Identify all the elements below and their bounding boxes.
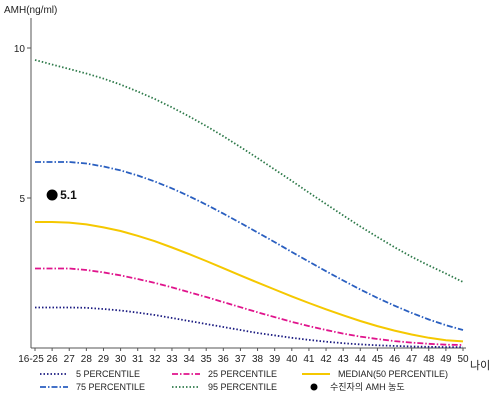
x-tick-label: 32 [149, 354, 161, 365]
legend-label: 95 PERCENTILE [208, 382, 277, 392]
legend-label: 5 PERCENTILE [76, 369, 140, 379]
x-tick-label: 43 [338, 354, 350, 365]
legend-label: MEDIAN(50 PERCENTILE) [338, 369, 448, 379]
series-line [35, 267, 464, 346]
x-tick-label: 33 [166, 354, 178, 365]
x-tick-label: 31 [132, 354, 144, 365]
x-tick-label: 47 [406, 354, 418, 365]
x-tick-label: 45 [372, 354, 384, 365]
y-tick-label: 10 [14, 44, 26, 55]
series-line [35, 161, 464, 331]
series-line [34, 59, 464, 283]
x-tick-label: 16-25 [18, 354, 44, 365]
points-layer: 5.1 [46, 188, 77, 202]
x-tick-label: 49 [440, 354, 452, 365]
x-tick-label: 50 [457, 354, 469, 365]
x-tick-label: 39 [269, 354, 281, 365]
x-tick-label: 46 [389, 354, 401, 365]
x-tick-label: 44 [355, 354, 367, 365]
x-tick-label: 34 [184, 354, 196, 365]
legend-point-label: 수진자의 AMH 농도 [330, 382, 405, 392]
x-tick-label: 42 [320, 354, 332, 365]
legend-point-marker [310, 383, 318, 391]
x-tick-label: 30 [115, 354, 127, 365]
x-tick-label: 36 [218, 354, 230, 365]
data-point-marker [46, 189, 58, 201]
y-axis-title: AMH(ng/ml) [4, 5, 57, 16]
data-point-label: 5.1 [60, 188, 77, 202]
x-tick-label: 41 [303, 354, 315, 365]
legend-label: 25 PERCENTILE [208, 369, 277, 379]
y-tick-label: 5 [19, 194, 25, 205]
x-tick-label: 48 [423, 354, 435, 365]
x-axis-title: 나이 [470, 359, 490, 372]
x-tick-label: 40 [286, 354, 298, 365]
legend: 5 PERCENTILE 25 PERCENTILE MEDIAN(50 PERCE… [40, 369, 448, 392]
x-tick-label: 37 [235, 354, 247, 365]
x-tick-label: 27 [64, 354, 76, 365]
x-tick-label: 35 [201, 354, 213, 365]
x-tick-label: 28 [81, 354, 93, 365]
axes: 5 10 16-25 26 27 28 29 30 31 32 33 34 35 36 37 38 39 40 41… [14, 18, 469, 365]
x-tick-label: 26 [47, 354, 59, 365]
series-line [35, 306, 463, 348]
legend-label: 75 PERCENTILE [76, 382, 145, 392]
series-line [35, 221, 464, 343]
x-tick-label: 29 [98, 354, 110, 365]
series-layer [34, 59, 464, 348]
x-tick-label: 38 [252, 354, 264, 365]
